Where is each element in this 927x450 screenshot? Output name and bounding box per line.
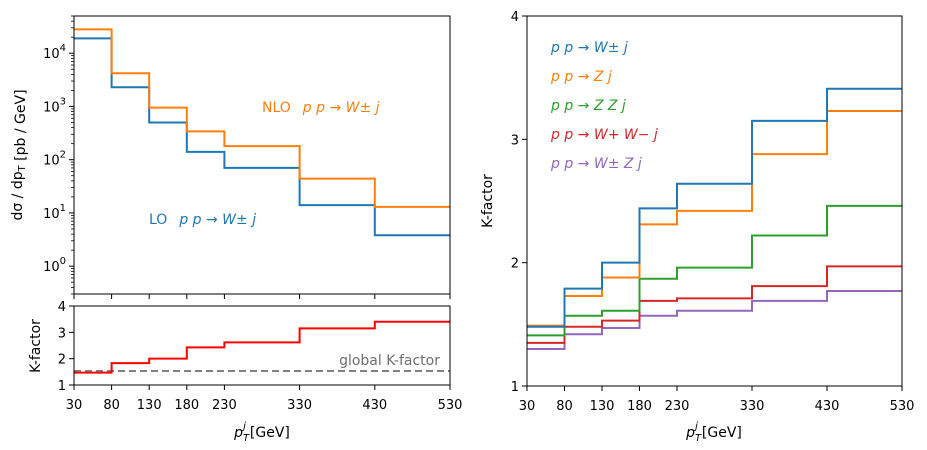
- ratio-panel: 1 2 3 4 30 80 130 180 230 330 430 530 K-factor glo…: [28, 300, 462, 444]
- ratio-k-factor-line: [74, 320, 450, 374]
- k-factor-series-line: [527, 290, 902, 350]
- cross-section-frame: [73, 15, 451, 295]
- legend-entry: p p → W± j: [550, 40, 628, 56]
- ratio-x-ticks: 30 80 130 180 230 330 430 530: [66, 385, 463, 413]
- nlo-annotation: NLO p p → W± j: [262, 100, 380, 116]
- y-tick-label: 2: [511, 257, 519, 272]
- k-factor-y-axis-label: K-factor: [480, 174, 496, 228]
- lo-annotation-process: p p → W± j: [178, 212, 256, 228]
- y-tick-label: 2: [58, 353, 66, 368]
- k-factor-frame: [526, 15, 903, 387]
- y-tick-label: 4: [58, 300, 66, 315]
- k-factor-series-line: [527, 87, 902, 328]
- x-tick-label: 30: [66, 398, 83, 413]
- y-tick-label: 102: [43, 150, 66, 169]
- y-tick-label: 3: [511, 133, 519, 148]
- cross-section-y-ticks: 100 101 102 103 104: [43, 15, 74, 295]
- nlo-annotation-process: p p → W± j: [302, 100, 380, 116]
- k-factor-x-axis-label: pTj [GeV]: [685, 421, 742, 444]
- cross-section-y-axis-label: dσ / dpT [pb / GeV]: [10, 89, 29, 220]
- ratio-series: [74, 320, 450, 374]
- y-tick-label: 103: [43, 96, 66, 115]
- k-factor-series-line: [527, 265, 902, 344]
- x-tick-label: 230: [212, 398, 237, 413]
- x-tick-label: 180: [627, 399, 652, 414]
- y-tick-label: 100: [43, 256, 66, 275]
- legend-entry: p p → Z j: [550, 69, 612, 85]
- legend-entry: p p → Z Z j: [550, 98, 626, 114]
- legend-entry: p p → W+ W− j: [550, 127, 658, 143]
- y-tick-label: 1: [511, 380, 519, 395]
- series-lo-line: [74, 37, 450, 237]
- y-tick-label: 101: [43, 203, 66, 222]
- k-factor-y-ticks: 1 2 3 4: [511, 10, 527, 395]
- x-tick-label: 130: [590, 399, 615, 414]
- y-tick-label: 3: [58, 326, 66, 341]
- x-tick-label: 530: [438, 398, 463, 413]
- k-factor-series: [527, 87, 902, 350]
- cross-section-series: [74, 28, 450, 237]
- x-tick-label: 330: [740, 399, 765, 414]
- x-tick-label: 80: [556, 399, 573, 414]
- legend-entry: p p → W± Z j: [550, 156, 642, 172]
- x-tick-label: 430: [815, 399, 840, 414]
- x-tick-label: 80: [103, 398, 120, 413]
- ratio-y-ticks: 1 2 3 4: [58, 300, 74, 394]
- x-tick-label: 180: [174, 398, 199, 413]
- y-tick-label: 4: [511, 10, 519, 25]
- y-tick-label: 104: [43, 43, 66, 62]
- k-factor-series-line: [527, 109, 902, 327]
- x-tick-label: 330: [287, 398, 312, 413]
- x-tick-label: 430: [362, 398, 387, 413]
- cross-section-x-ticks: [73, 294, 451, 299]
- k-factor-panel: 1 2 3 4 30 80 130 180 230 330 430 530 K-factor p p…: [480, 10, 914, 444]
- series-nlo-line: [74, 28, 450, 208]
- k-factor-x-ticks: 30 80 130 180 230 330 430 530: [519, 386, 915, 414]
- cross-section-panel: 100 101 102 103 104 dσ / dpT [pb / GeV] NLO p…: [10, 15, 451, 299]
- lo-annotation: LO p p → W± j: [149, 212, 256, 228]
- x-tick-label: 230: [665, 399, 690, 414]
- x-tick-label: 530: [890, 399, 915, 414]
- k-factor-series-line: [527, 204, 902, 337]
- ratio-frame: [73, 305, 451, 386]
- y-tick-label: 1: [58, 379, 66, 394]
- ratio-y-axis-label: K-factor: [28, 319, 44, 373]
- x-tick-label: 30: [519, 399, 536, 414]
- global-k-factor-label: global K-factor: [339, 353, 440, 369]
- ratio-x-axis-label: pTj [GeV]: [233, 421, 290, 444]
- nlo-annotation-label: NLO: [262, 100, 291, 116]
- lo-annotation-label: LO: [149, 212, 167, 228]
- legend: p p → W± j p p → Z j p p → Z Z j p p → W+ W…: [550, 40, 658, 172]
- x-tick-label: 130: [137, 398, 162, 413]
